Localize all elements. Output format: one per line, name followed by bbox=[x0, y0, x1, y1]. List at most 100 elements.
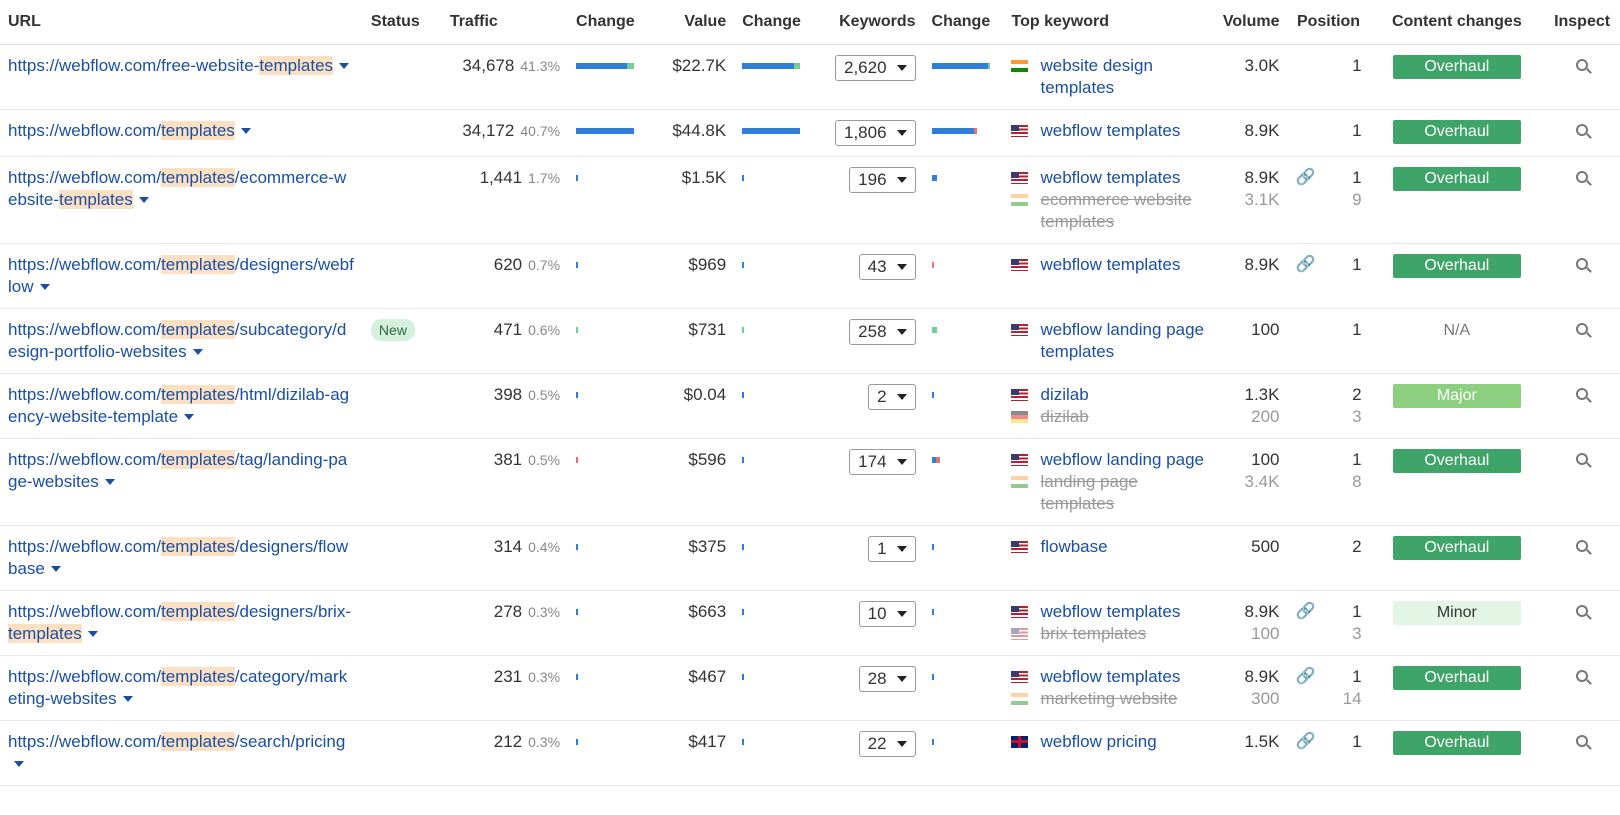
col-volume[interactable]: Volume bbox=[1213, 0, 1288, 45]
keywords-dropdown[interactable]: 1,806 bbox=[835, 119, 916, 146]
link-icon[interactable]: 🔗 bbox=[1295, 168, 1316, 186]
search-icon[interactable] bbox=[1576, 669, 1589, 682]
keywords-dropdown[interactable]: 174 bbox=[849, 448, 916, 475]
link-icon[interactable] bbox=[1295, 120, 1315, 142]
page-url-link[interactable]: https://webflow.com/templates bbox=[8, 120, 251, 140]
keyword-link[interactable]: webflow templates bbox=[1040, 254, 1181, 274]
keyword-link[interactable]: website design templates bbox=[1040, 55, 1153, 97]
search-icon[interactable] bbox=[1576, 452, 1589, 465]
url-dropdown-icon[interactable] bbox=[104, 479, 115, 486]
url-dropdown-icon[interactable] bbox=[50, 566, 61, 573]
keyword-link[interactable]: webflow landing page bbox=[1040, 449, 1204, 469]
keyword-link[interactable]: dizilab bbox=[1040, 384, 1089, 404]
content-change-badge[interactable]: N/A bbox=[1443, 321, 1471, 339]
keywords-dropdown[interactable]: 2,620 bbox=[835, 54, 916, 81]
keyword-link[interactable]: webflow pricing bbox=[1040, 731, 1157, 751]
url-dropdown-icon[interactable] bbox=[192, 349, 203, 356]
col-top-keyword[interactable]: Top keyword bbox=[1003, 0, 1214, 45]
url-dropdown-icon[interactable] bbox=[14, 761, 24, 768]
content-change-badge[interactable]: Overhaul bbox=[1392, 253, 1521, 278]
content-change-badge[interactable]: Overhaul bbox=[1392, 665, 1521, 690]
page-url-link[interactable]: https://webflow.com/templates/category/m… bbox=[8, 666, 347, 708]
keywords-dropdown[interactable]: 10 bbox=[858, 600, 916, 627]
col-change-traffic[interactable]: Change bbox=[568, 0, 661, 45]
search-icon[interactable] bbox=[1576, 58, 1589, 71]
search-icon[interactable] bbox=[1576, 387, 1589, 400]
col-content-changes[interactable]: Content changes bbox=[1369, 0, 1545, 45]
page-url-link[interactable]: https://webflow.com/templates/ecommerce-… bbox=[8, 167, 346, 209]
page-url-link[interactable]: https://webflow.com/templates/subcategor… bbox=[8, 319, 346, 361]
page-url-link[interactable]: https://webflow.com/templates/designers/… bbox=[8, 254, 354, 296]
link-icon[interactable] bbox=[1295, 189, 1315, 211]
page-url-link[interactable]: https://webflow.com/templates/html/dizil… bbox=[8, 384, 349, 426]
col-keywords[interactable]: Keywords bbox=[818, 0, 924, 45]
keywords-dropdown[interactable]: 1 bbox=[868, 535, 916, 562]
keywords-dropdown[interactable]: 28 bbox=[858, 665, 916, 692]
search-icon[interactable] bbox=[1576, 539, 1589, 552]
col-url[interactable]: URL bbox=[0, 0, 363, 45]
search-icon[interactable] bbox=[1576, 170, 1589, 183]
url-dropdown-icon[interactable] bbox=[87, 631, 98, 638]
link-icon[interactable] bbox=[1295, 319, 1315, 341]
page-url-link[interactable]: https://webflow.com/templates/search/pri… bbox=[8, 731, 345, 773]
content-change-badge[interactable]: Overhaul bbox=[1392, 730, 1521, 755]
col-value[interactable]: Value bbox=[660, 0, 735, 45]
link-icon[interactable]: 🔗 bbox=[1295, 667, 1316, 685]
page-url-link[interactable]: https://webflow.com/templates/tag/landin… bbox=[8, 449, 347, 491]
content-change-badge[interactable]: Overhaul bbox=[1392, 119, 1521, 144]
content-change-badge[interactable]: Overhaul bbox=[1392, 54, 1521, 79]
link-icon[interactable] bbox=[1295, 471, 1315, 493]
content-change-badge[interactable]: Overhaul bbox=[1392, 448, 1521, 473]
link-icon[interactable] bbox=[1295, 406, 1315, 428]
link-icon[interactable]: 🔗 bbox=[1295, 732, 1316, 750]
page-url-link[interactable]: https://webflow.com/templates/designers/… bbox=[8, 536, 348, 578]
page-url-link[interactable]: https://webflow.com/templates/designers/… bbox=[8, 601, 351, 643]
keyword-link[interactable]: flowbase bbox=[1040, 536, 1108, 556]
search-icon[interactable] bbox=[1576, 322, 1589, 335]
keyword-link[interactable]: marketing website bbox=[1040, 688, 1178, 708]
search-icon[interactable] bbox=[1576, 734, 1589, 747]
content-change-badge[interactable]: Overhaul bbox=[1392, 535, 1521, 560]
keywords-dropdown[interactable]: 43 bbox=[858, 253, 916, 280]
page-url-link[interactable]: https://webflow.com/free-website-templat… bbox=[8, 55, 350, 75]
col-change-value[interactable]: Change bbox=[734, 0, 819, 45]
keyword-link[interactable]: webflow landing page templates bbox=[1040, 319, 1204, 361]
keyword-link[interactable]: landing page templates bbox=[1040, 471, 1138, 513]
keyword-link[interactable]: brix templates bbox=[1040, 623, 1147, 643]
link-icon[interactable]: 🔗 bbox=[1295, 255, 1316, 273]
col-status[interactable]: Status bbox=[362, 0, 442, 45]
keyword-link[interactable]: dizilab bbox=[1040, 406, 1089, 426]
col-inspect[interactable]: Inspect bbox=[1544, 0, 1620, 45]
keyword-link[interactable]: webflow templates bbox=[1040, 167, 1181, 187]
link-icon[interactable] bbox=[1295, 688, 1315, 710]
keyword-link[interactable]: webflow templates bbox=[1040, 601, 1181, 621]
keywords-dropdown[interactable]: 22 bbox=[858, 730, 916, 757]
url-dropdown-icon[interactable] bbox=[184, 414, 195, 421]
link-icon[interactable] bbox=[1295, 55, 1315, 77]
col-traffic[interactable]: Traffic bbox=[441, 0, 569, 45]
url-dropdown-icon[interactable] bbox=[240, 128, 251, 135]
keywords-dropdown[interactable]: 2 bbox=[868, 383, 916, 410]
search-icon[interactable] bbox=[1576, 604, 1589, 617]
link-icon[interactable] bbox=[1295, 536, 1315, 558]
link-icon[interactable]: 🔗 bbox=[1295, 602, 1316, 620]
content-change-badge[interactable]: Overhaul bbox=[1392, 166, 1521, 191]
col-position[interactable]: Position bbox=[1287, 0, 1370, 45]
url-dropdown-icon[interactable] bbox=[138, 197, 149, 204]
col-change-keywords[interactable]: Change bbox=[923, 0, 1004, 45]
keywords-dropdown[interactable]: 196 bbox=[849, 166, 916, 193]
search-icon[interactable] bbox=[1576, 257, 1589, 270]
url-dropdown-icon[interactable] bbox=[39, 284, 50, 291]
content-change-badge[interactable]: Minor bbox=[1392, 600, 1521, 625]
keyword-link[interactable]: webflow templates bbox=[1040, 120, 1181, 140]
search-icon[interactable] bbox=[1576, 123, 1589, 136]
url-dropdown-icon[interactable] bbox=[122, 696, 133, 703]
link-icon[interactable] bbox=[1295, 449, 1315, 471]
keyword-link[interactable]: ecommerce website templates bbox=[1040, 189, 1192, 231]
link-icon[interactable] bbox=[1295, 384, 1315, 406]
keywords-dropdown[interactable]: 258 bbox=[849, 318, 916, 345]
link-icon[interactable] bbox=[1295, 623, 1315, 645]
url-dropdown-icon[interactable] bbox=[339, 63, 350, 70]
content-change-badge[interactable]: Major bbox=[1392, 383, 1521, 408]
keyword-link[interactable]: webflow templates bbox=[1040, 666, 1181, 686]
